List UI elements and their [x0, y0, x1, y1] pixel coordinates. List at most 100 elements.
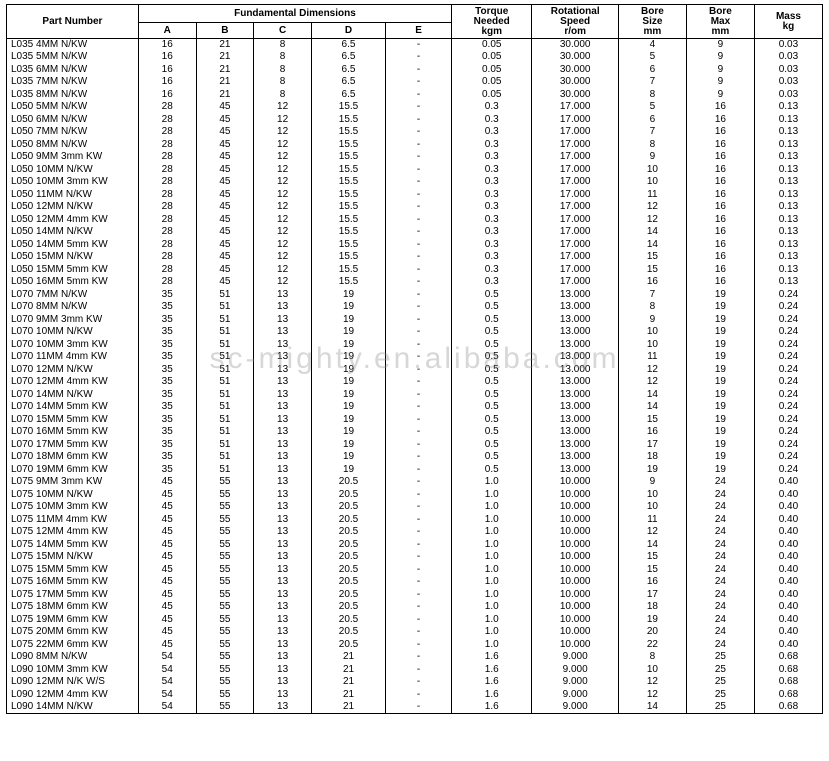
- cell-b: 45: [196, 151, 254, 164]
- cell-e: -: [386, 126, 452, 139]
- cell-tq: 1.0: [452, 514, 532, 527]
- cell-bm: 9: [686, 89, 754, 102]
- table-row: L035 4MM N/KW162186.5-0.0530.000490.03: [7, 39, 823, 52]
- cell-bs: 15: [618, 264, 686, 277]
- cell-e: -: [386, 626, 452, 639]
- cell-pn: L035 8MM N/KW: [7, 89, 139, 102]
- cell-b: 55: [196, 639, 254, 652]
- cell-d: 15.5: [311, 164, 385, 177]
- cell-c: 13: [254, 376, 312, 389]
- cell-bs: 7: [618, 289, 686, 302]
- cell-e: -: [386, 376, 452, 389]
- cell-rs: 13.000: [532, 314, 619, 327]
- cell-pn: L075 11MM 4mm KW: [7, 514, 139, 527]
- cell-mk: 0.68: [754, 676, 822, 689]
- cell-mk: 0.40: [754, 639, 822, 652]
- cell-a: 28: [138, 239, 196, 252]
- cell-b: 55: [196, 589, 254, 602]
- cell-bm: 24: [686, 539, 754, 552]
- cell-b: 45: [196, 276, 254, 289]
- table-row: L050 15MM 5mm KW28451215.5-0.317.0001516…: [7, 264, 823, 277]
- cell-rs: 13.000: [532, 451, 619, 464]
- cell-rs: 9.000: [532, 689, 619, 702]
- cell-bs: 14: [618, 701, 686, 714]
- cell-pn: L035 4MM N/KW: [7, 39, 139, 52]
- cell-d: 21: [311, 676, 385, 689]
- cell-c: 12: [254, 276, 312, 289]
- cell-mk: 0.13: [754, 251, 822, 264]
- cell-c: 13: [254, 489, 312, 502]
- cell-d: 6.5: [311, 39, 385, 52]
- cell-d: 19: [311, 401, 385, 414]
- cell-e: -: [386, 251, 452, 264]
- cell-pn: L050 14MM N/KW: [7, 226, 139, 239]
- cell-c: 13: [254, 326, 312, 339]
- cell-a: 28: [138, 176, 196, 189]
- cell-e: -: [386, 39, 452, 52]
- cell-pn: L050 7MM N/KW: [7, 126, 139, 139]
- cell-e: -: [386, 89, 452, 102]
- cell-d: 15.5: [311, 139, 385, 152]
- cell-bs: 4: [618, 39, 686, 52]
- cell-e: -: [386, 314, 452, 327]
- cell-b: 21: [196, 89, 254, 102]
- cell-bs: 15: [618, 251, 686, 264]
- cell-a: 54: [138, 664, 196, 677]
- cell-b: 45: [196, 101, 254, 114]
- cell-pn: L070 10MM N/KW: [7, 326, 139, 339]
- cell-tq: 0.3: [452, 214, 532, 227]
- cell-mk: 0.24: [754, 451, 822, 464]
- cell-e: -: [386, 414, 452, 427]
- table-row: L075 15MM N/KW45551320.5-1.010.00015240.…: [7, 551, 823, 564]
- cell-c: 13: [254, 676, 312, 689]
- col-torque-l3: kgm: [481, 26, 502, 37]
- cell-c: 13: [254, 514, 312, 527]
- cell-bm: 9: [686, 51, 754, 64]
- cell-bm: 19: [686, 439, 754, 452]
- cell-e: -: [386, 326, 452, 339]
- cell-rs: 10.000: [532, 601, 619, 614]
- cell-bm: 25: [686, 651, 754, 664]
- cell-a: 45: [138, 501, 196, 514]
- cell-tq: 0.3: [452, 114, 532, 127]
- table-row: L075 18MM 6mm KW45551320.5-1.010.0001824…: [7, 601, 823, 614]
- cell-mk: 0.24: [754, 289, 822, 302]
- cell-a: 54: [138, 689, 196, 702]
- cell-pn: L050 14MM 5mm KW: [7, 239, 139, 252]
- cell-pn: L050 15MM 5mm KW: [7, 264, 139, 277]
- cell-bm: 25: [686, 701, 754, 714]
- table-row: L035 7MM N/KW162186.5-0.0530.000790.03: [7, 76, 823, 89]
- cell-rs: 30.000: [532, 51, 619, 64]
- cell-c: 13: [254, 389, 312, 402]
- cell-a: 16: [138, 89, 196, 102]
- cell-mk: 0.40: [754, 589, 822, 602]
- cell-a: 35: [138, 326, 196, 339]
- cell-b: 55: [196, 526, 254, 539]
- table-row: L070 15MM 5mm KW35511319-0.513.00015190.…: [7, 414, 823, 427]
- table-row: L070 19MM 6mm KW35511319-0.513.00019190.…: [7, 464, 823, 477]
- cell-a: 28: [138, 101, 196, 114]
- cell-d: 20.5: [311, 601, 385, 614]
- cell-tq: 1.0: [452, 564, 532, 577]
- cell-bs: 8: [618, 301, 686, 314]
- cell-c: 13: [254, 601, 312, 614]
- cell-bm: 24: [686, 626, 754, 639]
- cell-mk: 0.13: [754, 139, 822, 152]
- cell-bm: 24: [686, 589, 754, 602]
- cell-e: -: [386, 614, 452, 627]
- cell-bm: 25: [686, 689, 754, 702]
- cell-b: 55: [196, 501, 254, 514]
- cell-tq: 1.0: [452, 626, 532, 639]
- cell-c: 12: [254, 251, 312, 264]
- table-row: L070 9MM 3mm KW35511319-0.513.0009190.24: [7, 314, 823, 327]
- cell-b: 51: [196, 464, 254, 477]
- cell-a: 28: [138, 151, 196, 164]
- cell-d: 19: [311, 389, 385, 402]
- cell-bs: 19: [618, 464, 686, 477]
- cell-d: 20.5: [311, 526, 385, 539]
- cell-bs: 19: [618, 614, 686, 627]
- cell-rs: 30.000: [532, 89, 619, 102]
- cell-rs: 13.000: [532, 376, 619, 389]
- cell-rs: 13.000: [532, 364, 619, 377]
- cell-c: 13: [254, 301, 312, 314]
